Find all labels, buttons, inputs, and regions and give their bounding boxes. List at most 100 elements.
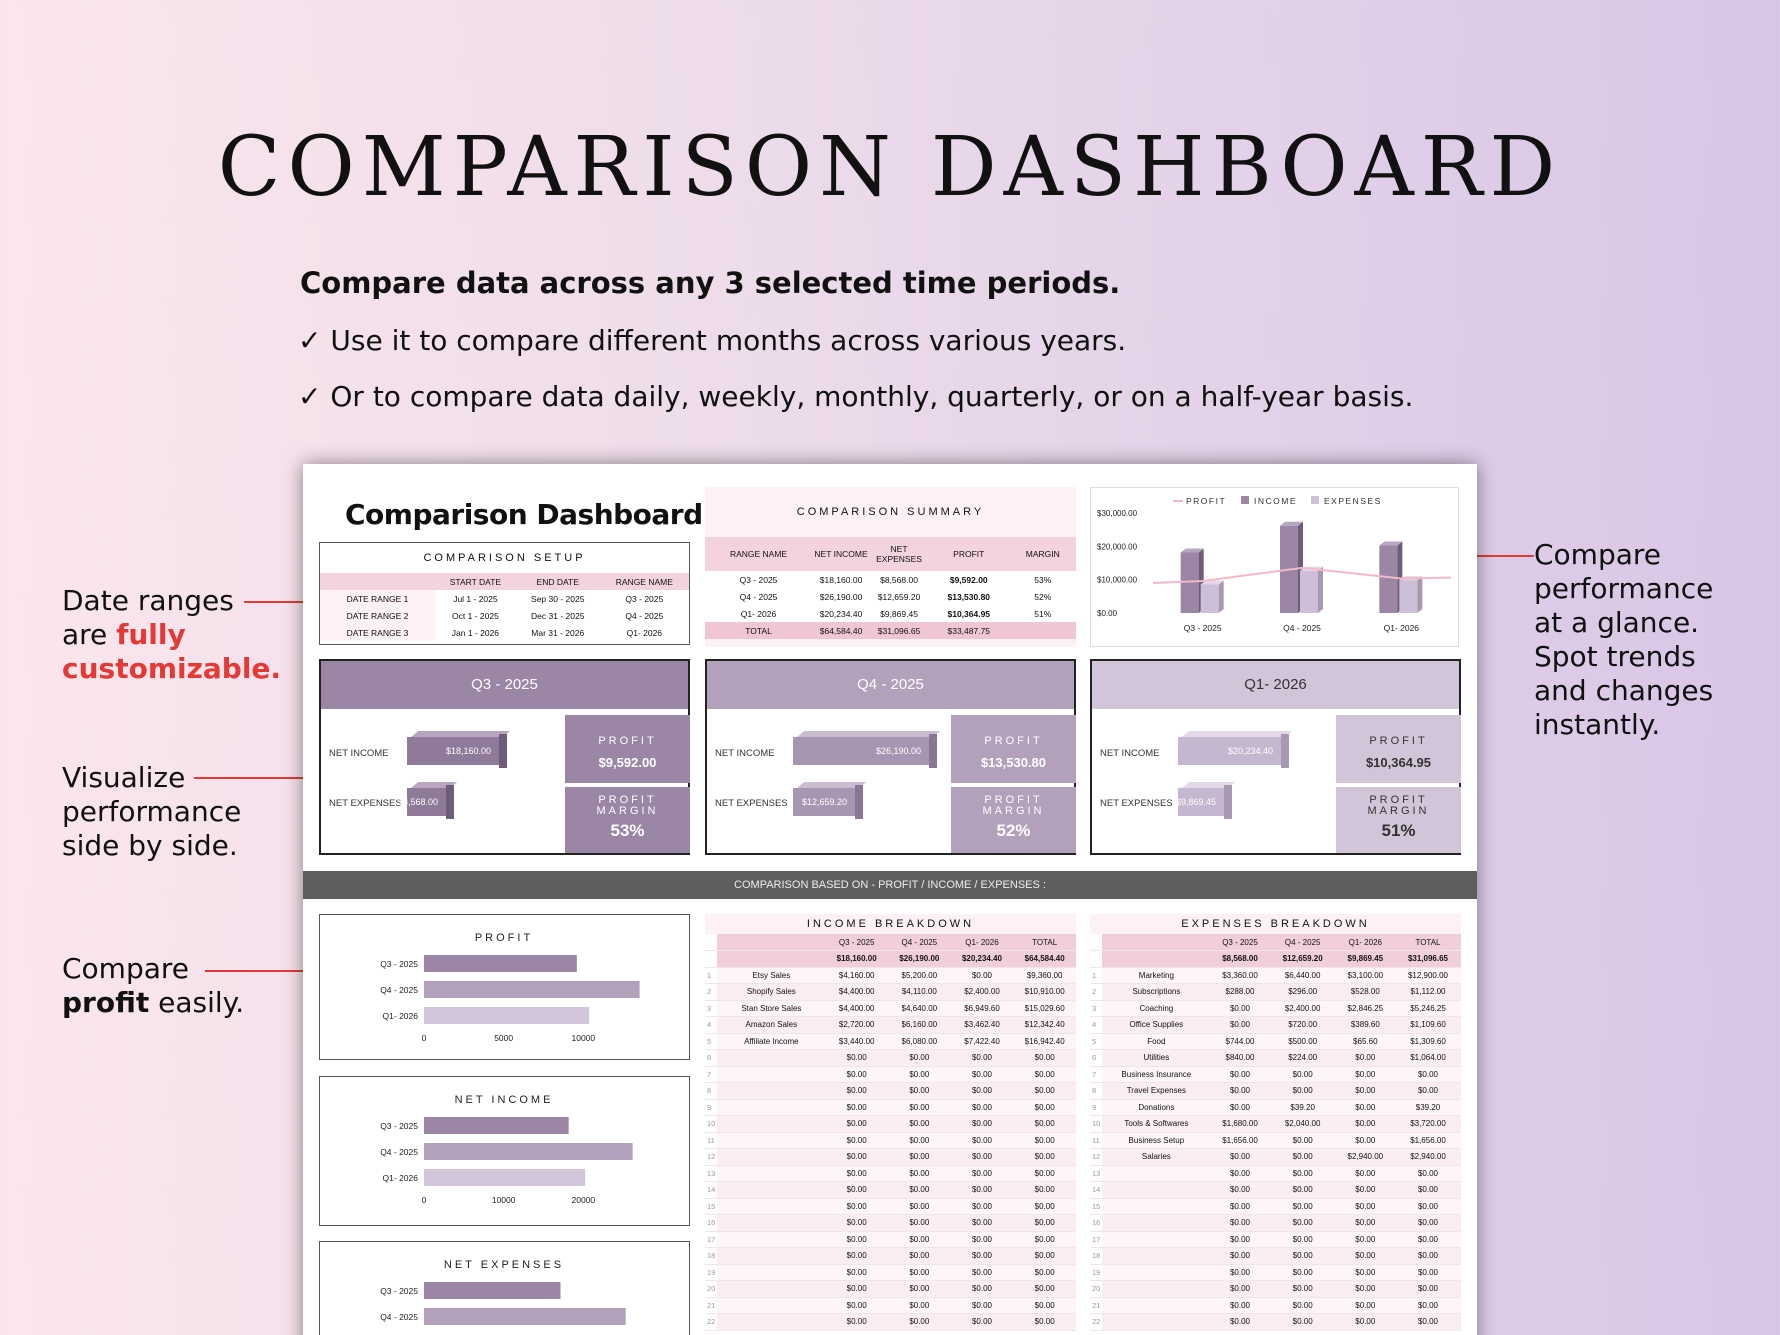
value-cell[interactable]: $0.00 xyxy=(825,1132,888,1149)
value-cell[interactable]: $3,440.00 xyxy=(825,1033,888,1050)
value-cell[interactable]: $0.00 xyxy=(1013,1181,1076,1199)
value-cell[interactable]: $0.00 xyxy=(1335,1049,1395,1067)
date-range-3-end[interactable]: Mar 31 - 2026 xyxy=(531,627,585,638)
value-cell[interactable]: $0.00 xyxy=(1335,1181,1395,1199)
value-cell[interactable]: $0.00 xyxy=(888,1049,951,1067)
value-cell[interactable]: $5,246.25 xyxy=(1394,1000,1461,1017)
value-cell[interactable]: $0.00 xyxy=(1269,1313,1336,1331)
value-cell[interactable]: $0.00 xyxy=(1269,1148,1336,1166)
category-cell[interactable] xyxy=(717,1214,826,1232)
category-cell[interactable] xyxy=(717,1148,826,1166)
value-cell[interactable]: $1,109.60 xyxy=(1394,1016,1461,1034)
value-cell[interactable]: $1,656.00 xyxy=(1210,1132,1270,1149)
value-cell[interactable]: $296.00 xyxy=(1269,983,1336,1001)
value-cell[interactable]: $0.00 xyxy=(888,1264,951,1281)
value-cell[interactable]: $0.00 xyxy=(1335,1132,1395,1149)
value-cell[interactable]: $0.00 xyxy=(825,1264,888,1281)
date-range-1-end[interactable]: Sep 30 - 2025 xyxy=(531,593,585,604)
category-cell[interactable]: Business Setup xyxy=(1102,1132,1211,1149)
value-cell[interactable]: $500.00 xyxy=(1269,1033,1336,1050)
value-cell[interactable]: $0.00 xyxy=(825,1148,888,1166)
value-cell[interactable]: $0.00 xyxy=(1335,1066,1395,1083)
category-cell[interactable]: Salaries xyxy=(1102,1148,1211,1166)
value-cell[interactable]: $0.00 xyxy=(888,1231,951,1248)
value-cell[interactable]: $0.00 xyxy=(1394,1066,1461,1083)
value-cell[interactable]: $0.00 xyxy=(825,1049,888,1067)
value-cell[interactable]: $0.00 xyxy=(888,1313,951,1331)
value-cell[interactable]: $12,900.00 xyxy=(1394,967,1461,984)
value-cell[interactable]: $6,080.00 xyxy=(888,1033,951,1050)
value-cell[interactable]: $0.00 xyxy=(1210,1066,1270,1083)
value-cell[interactable]: $0.00 xyxy=(1335,1247,1395,1265)
category-cell[interactable]: Office Supplies xyxy=(1102,1016,1211,1034)
value-cell[interactable]: $0.00 xyxy=(1210,1297,1270,1314)
value-cell[interactable]: $389.60 xyxy=(1335,1016,1395,1034)
category-cell[interactable]: Tools & Softwares xyxy=(1102,1115,1211,1133)
value-cell[interactable]: $0.00 xyxy=(1210,1280,1270,1298)
value-cell[interactable]: $0.00 xyxy=(1269,1066,1336,1083)
value-cell[interactable]: $0.00 xyxy=(1013,1148,1076,1166)
category-cell[interactable]: Affiliate Income xyxy=(717,1033,826,1050)
value-cell[interactable]: $0.00 xyxy=(825,1165,888,1182)
value-cell[interactable]: $0.00 xyxy=(888,1148,951,1166)
category-cell[interactable] xyxy=(1102,1231,1211,1248)
value-cell[interactable]: $0.00 xyxy=(1394,1297,1461,1314)
value-cell[interactable]: $744.00 xyxy=(1210,1033,1270,1050)
value-cell[interactable]: $2,940.00 xyxy=(1394,1148,1461,1166)
value-cell[interactable]: $6,160.00 xyxy=(888,1016,951,1034)
value-cell[interactable]: $0.00 xyxy=(825,1231,888,1248)
value-cell[interactable]: $0.00 xyxy=(1013,1247,1076,1265)
category-cell[interactable] xyxy=(1102,1247,1211,1265)
value-cell[interactable]: $0.00 xyxy=(1394,1264,1461,1281)
date-range-1-name[interactable]: Q3 - 2025 xyxy=(625,593,664,604)
value-cell[interactable]: $0.00 xyxy=(1013,1313,1076,1331)
value-cell[interactable]: $0.00 xyxy=(1269,1247,1336,1265)
value-cell[interactable]: $0.00 xyxy=(888,1247,951,1265)
value-cell[interactable]: $0.00 xyxy=(950,1231,1014,1248)
value-cell[interactable]: $0.00 xyxy=(1335,1231,1395,1248)
category-cell[interactable]: Business Insurance xyxy=(1102,1066,1211,1083)
value-cell[interactable]: $0.00 xyxy=(1394,1082,1461,1100)
value-cell[interactable]: $0.00 xyxy=(1013,1198,1076,1215)
category-cell[interactable]: Marketing xyxy=(1102,967,1211,984)
value-cell[interactable]: $0.00 xyxy=(1269,1082,1336,1100)
category-cell[interactable]: Donations xyxy=(1102,1099,1211,1116)
value-cell[interactable]: $39.20 xyxy=(1269,1099,1336,1116)
value-cell[interactable]: $2,940.00 xyxy=(1335,1148,1395,1166)
value-cell[interactable]: $0.00 xyxy=(1335,1280,1395,1298)
value-cell[interactable]: $0.00 xyxy=(1335,1198,1395,1215)
category-cell[interactable]: Coaching xyxy=(1102,1000,1211,1017)
date-range-3-name[interactable]: Q1- 2026 xyxy=(626,627,663,638)
value-cell[interactable]: $4,160.00 xyxy=(825,967,888,984)
value-cell[interactable]: $288.00 xyxy=(1210,983,1270,1001)
value-cell[interactable]: $0.00 xyxy=(1335,1115,1395,1133)
category-cell[interactable]: Subscriptions xyxy=(1102,983,1211,1001)
category-cell[interactable]: Stan Store Sales xyxy=(717,1000,826,1017)
value-cell[interactable]: $0.00 xyxy=(888,1198,951,1215)
value-cell[interactable]: $0.00 xyxy=(825,1066,888,1083)
value-cell[interactable]: $0.00 xyxy=(825,1099,888,1116)
value-cell[interactable]: $0.00 xyxy=(1269,1132,1336,1149)
value-cell[interactable]: $0.00 xyxy=(950,1165,1014,1182)
date-range-1-start[interactable]: Jul 1 - 2025 xyxy=(453,593,498,604)
value-cell[interactable]: $0.00 xyxy=(1335,1214,1395,1232)
value-cell[interactable]: $3,462.40 xyxy=(950,1016,1014,1034)
category-cell[interactable] xyxy=(1102,1280,1211,1298)
category-cell[interactable]: Amazon Sales xyxy=(717,1016,826,1034)
category-cell[interactable] xyxy=(717,1165,826,1182)
value-cell[interactable]: $0.00 xyxy=(1210,1016,1270,1034)
value-cell[interactable]: $2,720.00 xyxy=(825,1016,888,1034)
value-cell[interactable]: $0.00 xyxy=(1210,1247,1270,1265)
value-cell[interactable]: $0.00 xyxy=(950,1264,1014,1281)
value-cell[interactable]: $2,040.00 xyxy=(1269,1115,1336,1133)
category-cell[interactable] xyxy=(717,1049,826,1067)
value-cell[interactable]: $0.00 xyxy=(1210,1000,1270,1017)
value-cell[interactable]: $15,029.60 xyxy=(1013,1000,1076,1017)
value-cell[interactable]: $0.00 xyxy=(950,1247,1014,1265)
value-cell[interactable]: $0.00 xyxy=(888,1099,951,1116)
value-cell[interactable]: $0.00 xyxy=(950,1115,1014,1133)
value-cell[interactable]: $0.00 xyxy=(950,1214,1014,1232)
value-cell[interactable]: $0.00 xyxy=(1013,1099,1076,1116)
value-cell[interactable]: $0.00 xyxy=(950,1181,1014,1199)
value-cell[interactable]: $0.00 xyxy=(950,1132,1014,1149)
